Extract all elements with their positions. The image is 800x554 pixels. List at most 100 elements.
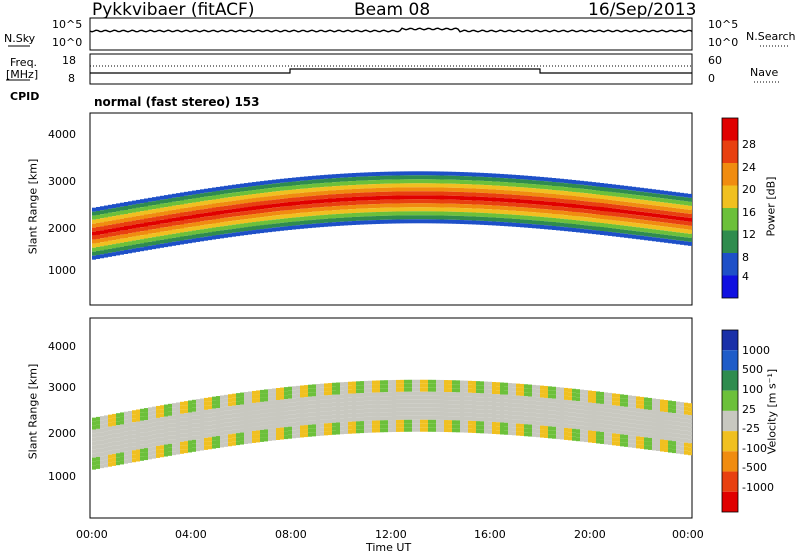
power-cell bbox=[316, 215, 320, 220]
power-cell bbox=[576, 192, 580, 197]
power-cell bbox=[644, 232, 648, 237]
velocity-cell bbox=[224, 394, 228, 399]
freq-trace bbox=[90, 68, 692, 74]
velocity-cell bbox=[504, 414, 508, 419]
velocity-cell bbox=[628, 395, 632, 400]
velocity-cell bbox=[292, 390, 296, 395]
velocity-cell bbox=[120, 412, 124, 417]
power-cell bbox=[188, 199, 192, 204]
power-cell bbox=[560, 222, 564, 227]
velocity-cell bbox=[140, 408, 144, 413]
power-cell bbox=[668, 231, 672, 236]
velocity-cell bbox=[552, 418, 556, 423]
power-cell bbox=[516, 183, 520, 188]
power-cell bbox=[580, 184, 584, 189]
velocity-cell bbox=[528, 412, 532, 417]
power-cell bbox=[216, 218, 220, 223]
velocity-cell bbox=[248, 415, 252, 420]
velocity-cell bbox=[352, 401, 356, 406]
velocity-cell bbox=[552, 386, 556, 391]
velocity-cell bbox=[392, 415, 396, 420]
power-cell bbox=[484, 209, 488, 214]
velocity-cell bbox=[204, 437, 208, 442]
power-cell bbox=[572, 183, 576, 188]
velocity-cell bbox=[288, 418, 292, 423]
power-cell bbox=[568, 203, 572, 208]
power-cell bbox=[532, 208, 536, 213]
velocity-cell bbox=[204, 441, 208, 446]
velocity-cell bbox=[160, 429, 164, 434]
power-cell bbox=[252, 210, 256, 215]
power-cell bbox=[372, 184, 376, 189]
velocity-cell bbox=[224, 426, 228, 431]
power-cell bbox=[132, 216, 136, 221]
velocity-cell bbox=[360, 409, 364, 414]
power-cell bbox=[312, 183, 316, 188]
velocity-cell bbox=[492, 393, 496, 398]
power-cell bbox=[328, 182, 332, 187]
power-cell bbox=[200, 209, 204, 214]
velocity-cell bbox=[256, 434, 260, 439]
power-cell bbox=[640, 235, 644, 240]
velocity-cell bbox=[632, 435, 636, 440]
power-cell bbox=[624, 229, 628, 234]
velocity-cell bbox=[316, 428, 320, 433]
velocity-cell bbox=[144, 456, 148, 461]
velocity-cell bbox=[404, 415, 408, 420]
velocity-cell bbox=[204, 433, 208, 438]
velocity-cell bbox=[196, 431, 200, 436]
power-cell bbox=[224, 233, 228, 238]
velocity-cell bbox=[336, 426, 340, 431]
power-cell bbox=[248, 206, 252, 211]
power-colorbar-swatch bbox=[722, 163, 738, 186]
power-cell bbox=[552, 226, 556, 231]
power-cell bbox=[604, 227, 608, 232]
velocity-cell bbox=[600, 407, 604, 412]
velocity-cell bbox=[252, 430, 256, 435]
power-cell bbox=[148, 241, 152, 246]
velocity-cell bbox=[492, 405, 496, 410]
power-cell bbox=[644, 196, 648, 201]
power-cell bbox=[308, 212, 312, 217]
power-cell bbox=[292, 205, 296, 210]
velocity-cell bbox=[520, 419, 524, 424]
power-cell bbox=[576, 220, 580, 225]
power-cell bbox=[472, 204, 476, 209]
power-cell bbox=[660, 218, 664, 223]
velocity-cell bbox=[652, 430, 656, 435]
velocity-cell bbox=[504, 418, 508, 423]
velocity-cell bbox=[172, 407, 176, 412]
power-cell bbox=[152, 217, 156, 222]
power-cell bbox=[668, 223, 672, 228]
velocity-cell bbox=[444, 404, 448, 409]
power-cell bbox=[100, 222, 104, 227]
power-cell bbox=[132, 248, 136, 253]
velocity-cell bbox=[472, 416, 476, 421]
power-cell bbox=[644, 216, 648, 221]
power-cell bbox=[316, 187, 320, 192]
power-cell bbox=[412, 195, 416, 200]
velocity-cell bbox=[168, 431, 172, 436]
power-cell bbox=[112, 224, 116, 229]
velocity-cell bbox=[424, 407, 428, 412]
power-cell bbox=[396, 171, 400, 176]
velocity-cell bbox=[436, 383, 440, 388]
velocity-cell bbox=[520, 407, 524, 412]
velocity-cell bbox=[572, 420, 576, 425]
power-cell bbox=[636, 203, 640, 208]
power-cell bbox=[636, 187, 640, 192]
power-cell bbox=[296, 217, 300, 222]
velocity-cell bbox=[268, 412, 272, 417]
power-cell bbox=[688, 229, 692, 234]
power-cell bbox=[648, 220, 652, 225]
velocity-cell bbox=[652, 402, 656, 407]
power-cell bbox=[556, 226, 560, 231]
velocity-cell bbox=[428, 419, 432, 424]
power-cell bbox=[468, 208, 472, 213]
power-cell bbox=[412, 175, 416, 180]
power-cell bbox=[264, 200, 268, 205]
velocity-cell bbox=[540, 409, 544, 414]
power-cell bbox=[428, 191, 432, 196]
power-cell bbox=[224, 201, 228, 206]
power-cell bbox=[136, 227, 140, 232]
